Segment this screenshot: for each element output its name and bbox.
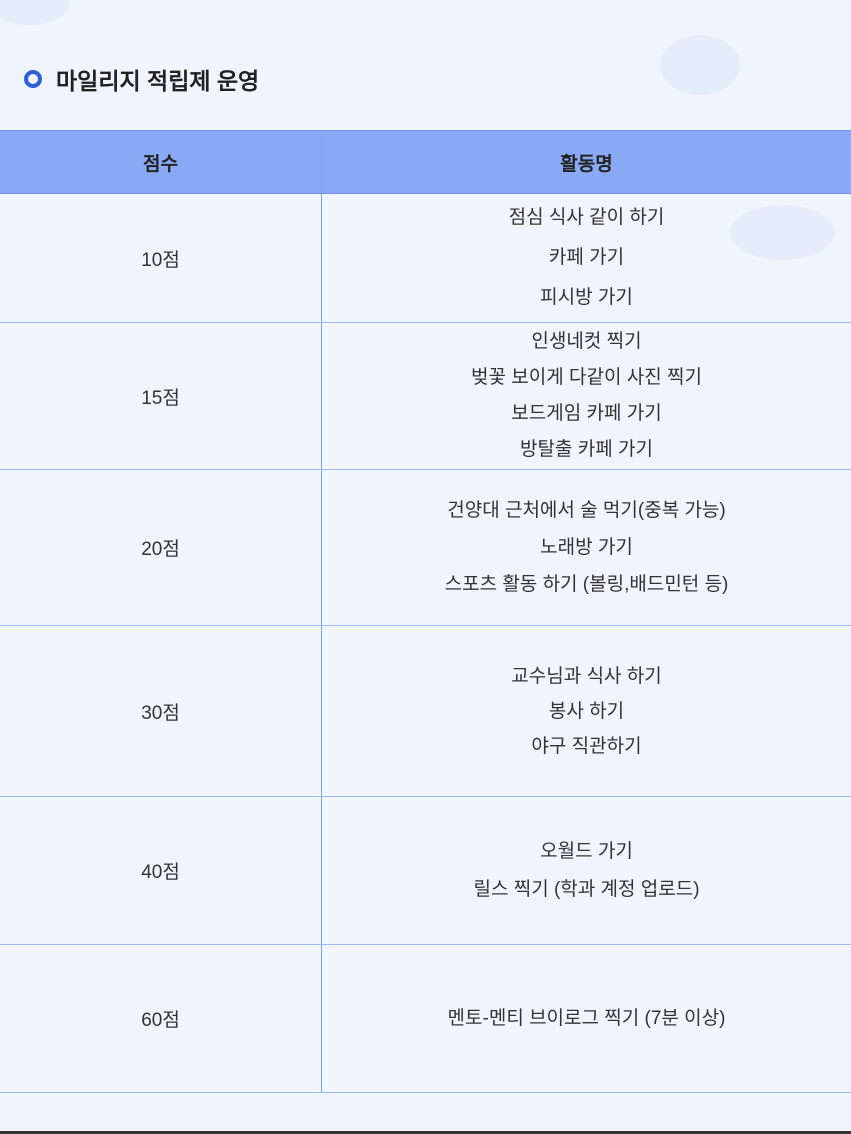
table-row: 10점 점심 식사 같이 하기 카페 가기 피시방 가기 [0, 193, 851, 323]
activity-item: 야구 직관하기 [531, 735, 642, 757]
activity-item: 교수님과 식사 하기 [511, 665, 662, 687]
score-cell: 15점 [0, 322, 322, 470]
header-activity: 활동명 [321, 130, 851, 194]
activity-item: 점심 식사 같이 하기 [508, 207, 665, 228]
section-title: 마일리지 적립제 운영 [24, 62, 259, 96]
activity-item: 릴스 찍기 (학과 계정 업로드) [473, 878, 700, 900]
score-cell: 30점 [0, 625, 322, 797]
activity-cell: 멘토-멘티 브이로그 찍기 (7분 이상) [321, 944, 851, 1093]
mileage-table: 점수 활동명 10점 점심 식사 같이 하기 카페 가기 피시방 가기 15점 인생네컷 … [0, 130, 851, 1093]
activity-item: 벚꽃 보이게 다같이 사진 찍기 [471, 367, 702, 388]
score-cell: 60점 [0, 944, 322, 1093]
activity-item: 인생네컷 찍기 [531, 331, 642, 352]
activity-item: 피시방 가기 [540, 287, 633, 308]
table-row: 40점 오월드 가기 릴스 찍기 (학과 계정 업로드) [0, 796, 851, 945]
bullet-circle-icon [24, 70, 42, 88]
section-title-text: 마일리지 적립제 운영 [56, 68, 260, 94]
cloud-decoration [660, 35, 740, 95]
table-row: 15점 인생네컷 찍기 벚꽃 보이게 다같이 사진 찍기 보드게임 카페 가기 방탈출 … [0, 322, 851, 470]
activity-item: 카페 가기 [548, 247, 625, 268]
activity-item: 스포츠 활동 하기 (볼링,배드민턴 등) [444, 574, 729, 595]
table-header-row: 점수 활동명 [0, 130, 851, 194]
activity-item: 봉사 하기 [548, 700, 625, 722]
activity-item: 방탈출 카페 가기 [520, 439, 653, 460]
activity-item: 건양대 근처에서 술 먹기(중복 가능) [447, 500, 726, 521]
score-cell: 10점 [0, 193, 322, 323]
table-row: 60점 멘토-멘티 브이로그 찍기 (7분 이상) [0, 944, 851, 1093]
cloud-decoration [0, 0, 70, 25]
score-cell: 20점 [0, 469, 322, 626]
activity-item: 보드게임 카페 가기 [511, 403, 662, 424]
activity-item: 노래방 가기 [540, 537, 633, 558]
bottom-border [0, 1131, 851, 1134]
header-score: 점수 [0, 130, 322, 194]
activity-item: 오월드 가기 [540, 840, 633, 862]
table-row: 30점 교수님과 식사 하기 봉사 하기 야구 직관하기 [0, 625, 851, 797]
score-cell: 40점 [0, 796, 322, 945]
activity-item: 멘토-멘티 브이로그 찍기 (7분 이상) [447, 1008, 726, 1029]
